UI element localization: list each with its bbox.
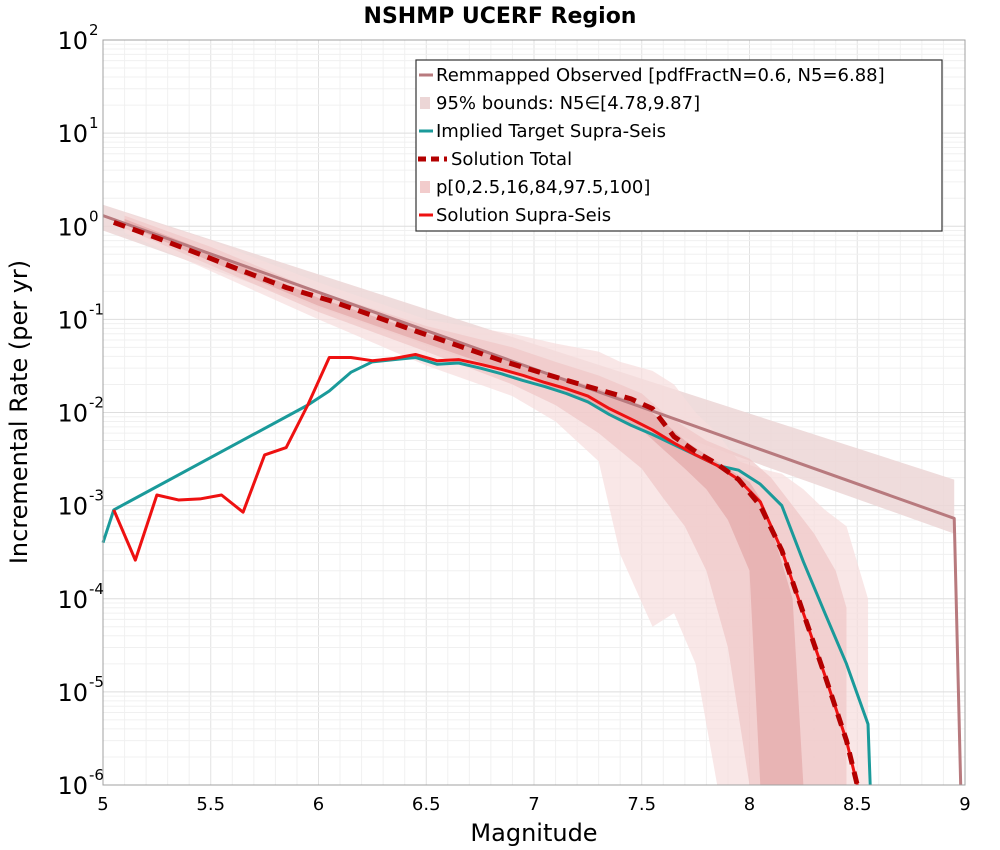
legend-box bbox=[415, 59, 943, 232]
y-tick-label: 10 -3 bbox=[57, 487, 104, 521]
x-tick-label: 6.5 bbox=[412, 794, 441, 815]
y-axis-label: Incremental Rate (per yr) bbox=[5, 260, 33, 564]
y-tick-exponent: -3 bbox=[89, 487, 104, 505]
y-tick-base: 10 bbox=[57, 493, 88, 521]
legend-label: Remmapped Observed [pdfFractN=0.6, N5=6.… bbox=[436, 65, 885, 86]
series-line-2 bbox=[101, 355, 872, 786]
legend-item: Remmapped Observed [pdfFractN=0.6, N5=6.… bbox=[419, 65, 885, 86]
series-line-1 bbox=[102, 214, 963, 786]
plot-frame bbox=[102, 39, 966, 786]
legend-label: Solution Supra-Seis bbox=[436, 205, 611, 226]
x-tick-label: 5.5 bbox=[196, 794, 225, 815]
legend-swatch bbox=[420, 181, 430, 193]
y-tick-exponent: -4 bbox=[89, 580, 104, 598]
legend-item: Solution Supra-Seis bbox=[419, 205, 611, 226]
y-tick-exponent: -2 bbox=[89, 394, 104, 412]
legend-item: 95% bounds: N5∈[4.78,9.87] bbox=[420, 93, 700, 114]
x-tick-label: 7.5 bbox=[627, 794, 656, 815]
legend: Remmapped Observed [pdfFractN=0.6, N5=6.… bbox=[415, 59, 943, 232]
chart-title: NSHMP UCERF Region bbox=[364, 4, 637, 29]
y-tick-base: 10 bbox=[57, 679, 88, 707]
legend-label: p[0,2.5,16,84,97.5,100] bbox=[436, 177, 650, 198]
series-layer bbox=[101, 214, 963, 786]
y-tick-exponent: -6 bbox=[89, 766, 104, 784]
y-tick-base: 10 bbox=[57, 586, 88, 614]
y-tick-base: 10 bbox=[57, 772, 88, 800]
y-tick-exponent: 2 bbox=[89, 21, 99, 39]
legend-swatch bbox=[420, 97, 430, 109]
x-tick-label: 9 bbox=[959, 794, 970, 815]
y-tick-exponent: -5 bbox=[89, 673, 104, 691]
y-tick-label: 10 -6 bbox=[57, 766, 104, 800]
y-tick-label: 10 -5 bbox=[57, 673, 104, 707]
y-tick-exponent: 0 bbox=[89, 207, 99, 225]
legend-item: Implied Target Supra-Seis bbox=[419, 121, 666, 142]
y-tick-label: 10 -4 bbox=[57, 580, 104, 614]
y-tick-base: 10 bbox=[57, 306, 88, 334]
y-tick-base: 10 bbox=[57, 120, 88, 148]
legend-item: p[0,2.5,16,84,97.5,100] bbox=[420, 177, 650, 198]
legend-label: Implied Target Supra-Seis bbox=[436, 121, 666, 142]
y-tick-base: 10 bbox=[57, 27, 88, 55]
y-tick-base: 10 bbox=[57, 400, 88, 428]
x-tick-label: 8.5 bbox=[843, 794, 872, 815]
x-tick-label: 6 bbox=[313, 794, 324, 815]
legend-label: Solution Total bbox=[451, 149, 572, 170]
series-line-3 bbox=[112, 220, 860, 786]
x-tick-label: 8 bbox=[744, 794, 755, 815]
y-tick-label: 10 -2 bbox=[57, 394, 104, 428]
x-axis-ticks: 5 5.5 6 6.5 7 7.5 8 8.5 9 bbox=[97, 794, 970, 815]
y-tick-label: 10 2 bbox=[57, 21, 98, 55]
x-tick-label: 7 bbox=[528, 794, 539, 815]
x-tick-label: 5 bbox=[97, 794, 108, 815]
y-tick-label: 10 0 bbox=[57, 207, 98, 241]
y-tick-exponent: 1 bbox=[89, 114, 99, 132]
legend-item: Solution Total bbox=[418, 149, 572, 170]
y-tick-exponent: -1 bbox=[89, 300, 104, 318]
y-tick-base: 10 bbox=[57, 213, 88, 241]
y-tick-label: 10 -1 bbox=[57, 300, 104, 334]
x-axis-label: Magnitude bbox=[470, 819, 597, 847]
y-tick-label: 10 1 bbox=[57, 114, 98, 148]
legend-label: 95% bounds: N5∈[4.78,9.87] bbox=[436, 93, 700, 114]
